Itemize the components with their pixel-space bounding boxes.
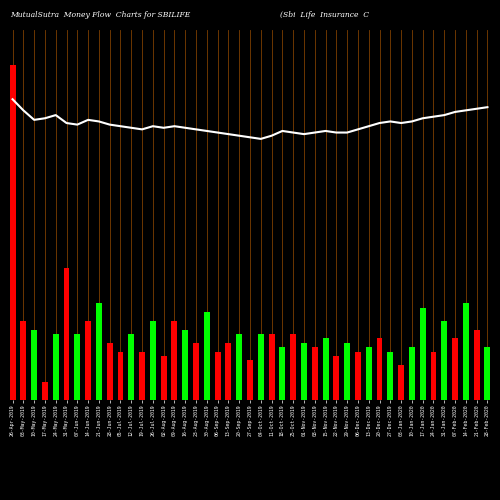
Bar — [150, 320, 156, 400]
Bar — [42, 382, 48, 400]
Bar — [398, 365, 404, 400]
Bar — [64, 268, 70, 400]
Bar — [355, 352, 361, 400]
Bar — [268, 334, 274, 400]
Bar — [193, 342, 199, 400]
Bar — [160, 356, 166, 400]
Bar — [172, 320, 177, 400]
Bar — [280, 347, 285, 400]
Bar — [322, 338, 328, 400]
Bar — [204, 312, 210, 400]
Bar — [442, 320, 447, 400]
Bar — [388, 352, 394, 400]
Text: MutualSutra  Money Flow  Charts for SBILIFE: MutualSutra Money Flow Charts for SBILIF… — [10, 11, 190, 19]
Bar — [31, 330, 37, 400]
Bar — [214, 352, 220, 400]
Bar — [452, 338, 458, 400]
Bar — [463, 303, 469, 400]
Bar — [409, 347, 415, 400]
Bar — [85, 320, 91, 400]
Bar — [430, 352, 436, 400]
Bar — [376, 338, 382, 400]
Bar — [334, 356, 340, 400]
Bar — [128, 334, 134, 400]
Bar — [236, 334, 242, 400]
Bar — [10, 65, 16, 400]
Bar — [182, 330, 188, 400]
Bar — [312, 347, 318, 400]
Bar — [344, 342, 350, 400]
Bar — [484, 347, 490, 400]
Bar — [247, 360, 253, 400]
Bar — [290, 334, 296, 400]
Bar — [366, 347, 372, 400]
Bar — [53, 334, 59, 400]
Bar — [118, 352, 124, 400]
Bar — [301, 342, 307, 400]
Bar — [106, 342, 112, 400]
Bar — [258, 334, 264, 400]
Text: (Sbi  Life  Insurance  C: (Sbi Life Insurance C — [280, 11, 369, 19]
Bar — [420, 308, 426, 400]
Bar — [96, 303, 102, 400]
Bar — [139, 352, 145, 400]
Bar — [226, 342, 232, 400]
Bar — [74, 334, 80, 400]
Bar — [474, 330, 480, 400]
Bar — [20, 320, 26, 400]
